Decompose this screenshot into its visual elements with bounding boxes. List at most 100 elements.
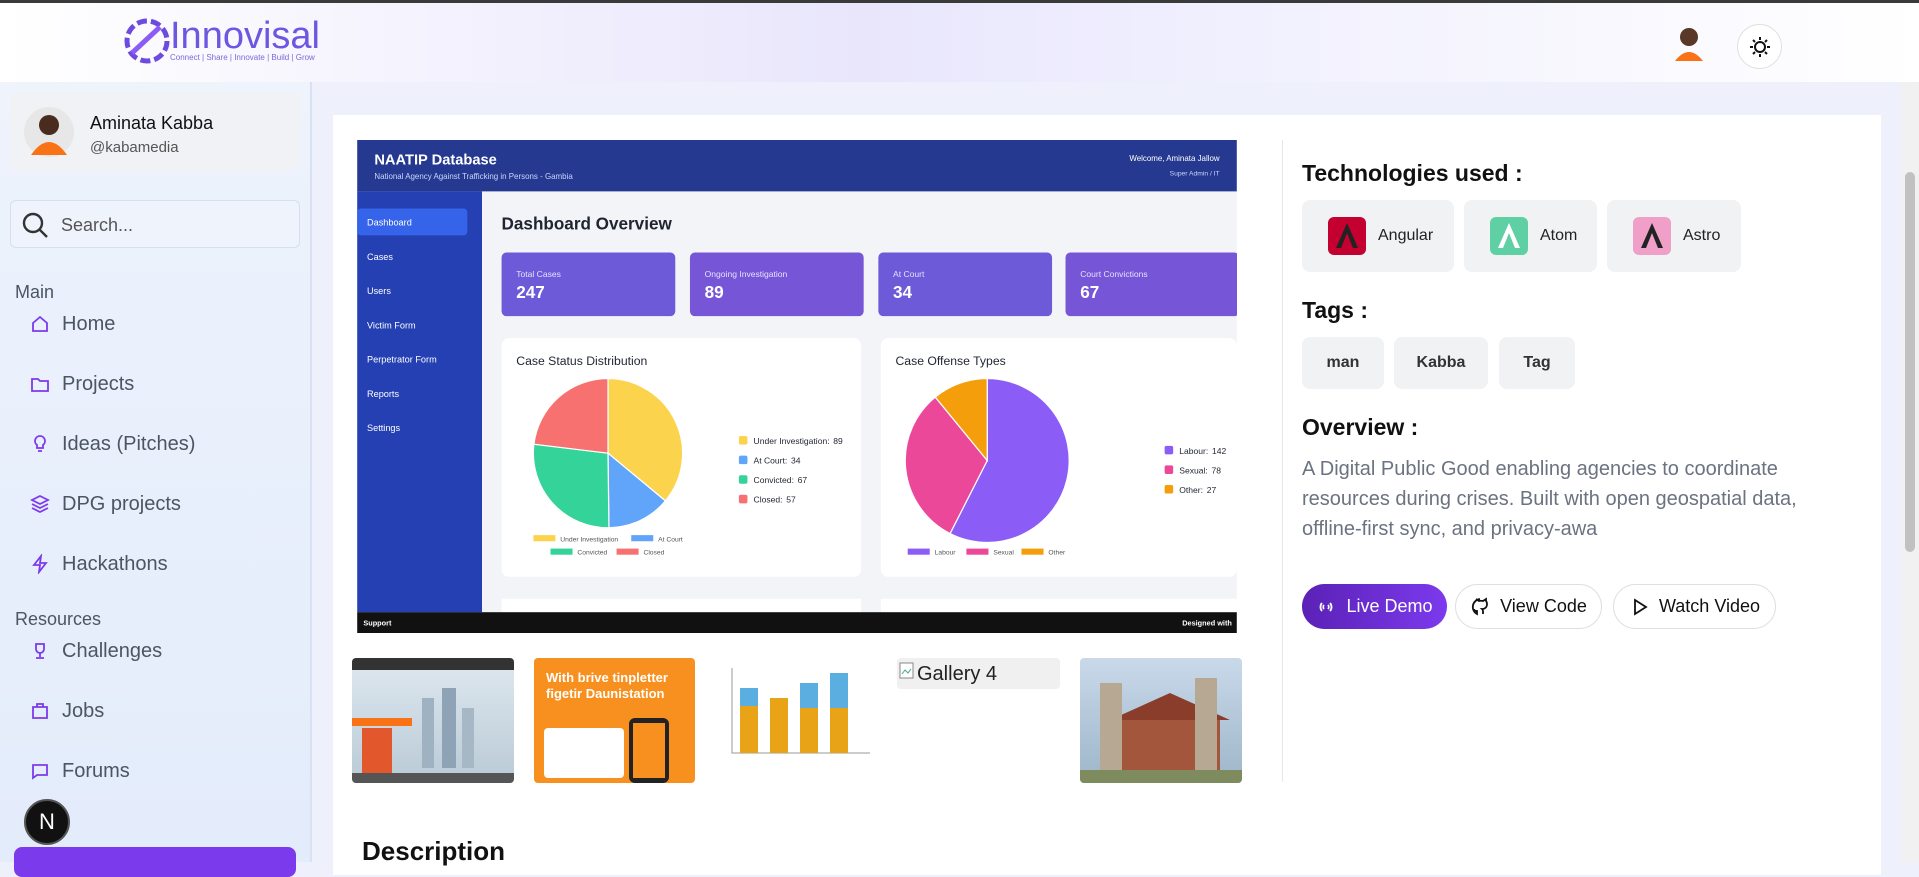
icon-shape	[33, 765, 47, 778]
broken-image-icon	[899, 662, 915, 680]
legend-value: 142	[1212, 446, 1227, 456]
nav-icon	[30, 641, 50, 661]
tech-logo	[1633, 217, 1671, 255]
nav-item[interactable]: Ideas (Pitches)	[30, 424, 195, 464]
bottom-legend-label: Closed	[643, 550, 664, 557]
legend-swatch	[739, 436, 748, 445]
nav-item[interactable]: Challenges	[30, 631, 162, 671]
action-button[interactable]: Watch Video	[1613, 584, 1776, 629]
scrollbar-thumb[interactable]	[1905, 172, 1915, 552]
profile-avatar	[24, 107, 74, 157]
stat-value: 67	[1080, 283, 1099, 302]
nav-icon	[30, 374, 50, 394]
preview-heading: Dashboard Overview	[502, 214, 673, 233]
nav-icon	[30, 494, 50, 514]
gallery-thumb[interactable]	[352, 658, 514, 783]
action-button[interactable]: Live Demo	[1302, 584, 1447, 629]
nav-label: Hackathons	[62, 553, 168, 576]
sidebar: Aminata Kabba @kabamedia Search... MainH…	[0, 82, 312, 862]
button-label: Live Demo	[1346, 596, 1432, 617]
preview-footer-right: Designed with	[1182, 619, 1232, 628]
tag[interactable]: Kabba	[1394, 337, 1488, 389]
user-avatar[interactable]	[1673, 25, 1705, 61]
nav-label: Home	[62, 313, 115, 336]
stat-label: Court Convictions	[1080, 269, 1147, 279]
icon-shape	[33, 704, 47, 718]
bottom-legend-swatch	[551, 549, 573, 555]
thumb-art	[534, 708, 695, 783]
logo-text[interactable]: Innovisal	[170, 15, 320, 58]
bottom-legend-label: At Court	[658, 536, 683, 543]
stat-value: 247	[516, 283, 545, 302]
legend-entry: Labour: 142	[1179, 446, 1226, 456]
action-button[interactable]: View Code	[1455, 584, 1602, 629]
nav-item[interactable]: Projects	[30, 364, 134, 404]
nav-icon	[30, 701, 50, 721]
bottom-legend-label: Convicted	[577, 550, 607, 557]
bottom-legend-swatch	[1021, 549, 1043, 555]
legend-label: Other:	[1179, 485, 1203, 495]
stat-label: Ongoing Investigation	[705, 269, 788, 279]
icon-shape	[1635, 600, 1646, 614]
legend-value: 27	[1207, 485, 1217, 495]
legend-label: At Court:	[754, 456, 788, 466]
icon-shape	[33, 317, 47, 331]
search-box[interactable]: Search...	[10, 200, 300, 248]
bottom-legend-swatch	[533, 535, 555, 541]
legend-value: 34	[791, 456, 801, 466]
icon-shape	[35, 436, 45, 451]
legend-label: Sexual:	[1179, 465, 1208, 475]
preview-footer-left: Support	[363, 619, 392, 628]
gallery-thumb[interactable]: With brive tinpletter figetir Daunistati…	[534, 658, 695, 783]
legend-swatch	[739, 456, 748, 465]
preview-menu-item: Dashboard	[367, 218, 412, 228]
logo-tagline: Connect | Share | Innovate | Build | Gro…	[170, 53, 315, 62]
tag[interactable]: man	[1302, 337, 1384, 389]
theme-toggle[interactable]	[1737, 24, 1782, 69]
legend-label: Convicted:	[754, 475, 794, 485]
nav-item[interactable]: Jobs	[30, 691, 104, 731]
scrollbar[interactable]	[1901, 82, 1919, 862]
divider	[1282, 140, 1283, 782]
legend-swatch	[1165, 446, 1174, 455]
preview-welcome: Welcome, Aminata Jallow	[1129, 154, 1220, 163]
gallery-thumb[interactable]	[1080, 658, 1242, 783]
nav-label: Forums	[62, 760, 130, 783]
preview-menu-item: Reports	[367, 389, 399, 399]
stat-label: Total Cases	[516, 269, 561, 279]
thumb-art	[352, 658, 514, 783]
preview-card-stub	[881, 599, 1237, 614]
stat-value: 34	[893, 283, 913, 302]
nav-icon	[30, 314, 50, 334]
nav-item[interactable]: Forums	[30, 751, 130, 791]
preview-subtitle: National Agency Against Trafficking in P…	[374, 172, 573, 181]
button-icon	[1629, 597, 1649, 617]
nav-item[interactable]: DPG projects	[30, 484, 181, 524]
logo-icon	[124, 17, 170, 65]
tag[interactable]: Tag	[1499, 337, 1575, 389]
profile-card[interactable]: Aminata Kabba @kabamedia	[10, 93, 300, 171]
tech-logo	[1328, 217, 1366, 255]
preview-menu-item: Victim Form	[367, 320, 416, 330]
gallery-thumb-broken[interactable]: Gallery 4	[897, 658, 1060, 689]
legend-label: Labour:	[1179, 446, 1208, 456]
preview-card-stub	[502, 599, 862, 614]
legend-label: Closed:	[754, 495, 783, 505]
legend-entry: Other: 27	[1179, 485, 1216, 495]
legend-swatch	[1165, 465, 1174, 474]
bottom-legend-swatch	[631, 535, 653, 541]
project-preview[interactable]: NAATIP Database National Agency Against …	[357, 140, 1237, 633]
preview-title: NAATIP Database	[374, 152, 496, 168]
preview-footer	[357, 612, 1237, 633]
sidebar-cta[interactable]	[14, 847, 296, 877]
gallery-thumb[interactable]	[720, 658, 879, 783]
icon-shape	[32, 379, 48, 391]
profile-handle: @kabamedia	[90, 139, 179, 156]
nav-icon	[30, 761, 50, 781]
overview-title: Overview :	[1302, 414, 1418, 441]
nav-label: Projects	[62, 373, 134, 396]
nav-item[interactable]: Hackathons	[30, 544, 168, 584]
nav-item[interactable]: Home	[30, 304, 115, 344]
thumb-promo-text: With brive tinpletter figetir Daunistati…	[546, 670, 676, 702]
dev-badge[interactable]: N	[24, 799, 70, 845]
